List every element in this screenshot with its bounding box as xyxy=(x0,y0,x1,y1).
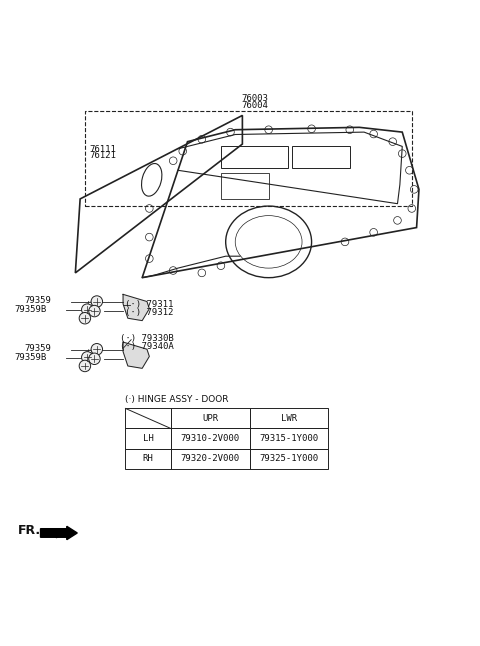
Text: 79325-1Y000: 79325-1Y000 xyxy=(259,454,318,463)
Text: 79359B: 79359B xyxy=(15,305,47,314)
Text: LH: LH xyxy=(143,434,154,443)
Text: 79310-2V000: 79310-2V000 xyxy=(180,434,240,443)
Text: (·) 79311: (·) 79311 xyxy=(124,300,173,309)
Circle shape xyxy=(79,313,91,324)
Polygon shape xyxy=(123,342,149,368)
Text: 76004: 76004 xyxy=(241,101,268,110)
Text: LWR: LWR xyxy=(281,414,297,423)
Text: (·) 79312: (·) 79312 xyxy=(124,309,173,317)
Circle shape xyxy=(79,360,91,371)
Circle shape xyxy=(82,351,93,363)
Circle shape xyxy=(91,344,103,355)
Text: 79359: 79359 xyxy=(24,344,51,353)
Polygon shape xyxy=(123,295,149,320)
Text: 79320-2V000: 79320-2V000 xyxy=(180,454,240,463)
Text: (·) 79330B: (·) 79330B xyxy=(120,334,173,343)
FancyArrow shape xyxy=(40,526,77,539)
Text: (·) HINGE ASSY - DOOR: (·) HINGE ASSY - DOOR xyxy=(125,395,229,404)
Text: UPR: UPR xyxy=(202,414,218,423)
Text: 76111: 76111 xyxy=(90,145,117,154)
Circle shape xyxy=(82,304,93,315)
Text: (·) 79340A: (·) 79340A xyxy=(120,342,173,351)
Circle shape xyxy=(89,306,100,317)
Text: 79359B: 79359B xyxy=(15,353,47,362)
Text: 76121: 76121 xyxy=(90,151,117,160)
Text: 79315-1Y000: 79315-1Y000 xyxy=(259,434,318,443)
Text: RH: RH xyxy=(143,454,154,463)
Circle shape xyxy=(91,296,103,307)
Text: FR.: FR. xyxy=(18,524,41,537)
Text: 76003: 76003 xyxy=(241,94,268,103)
Circle shape xyxy=(89,353,100,364)
Text: 79359: 79359 xyxy=(24,296,51,305)
